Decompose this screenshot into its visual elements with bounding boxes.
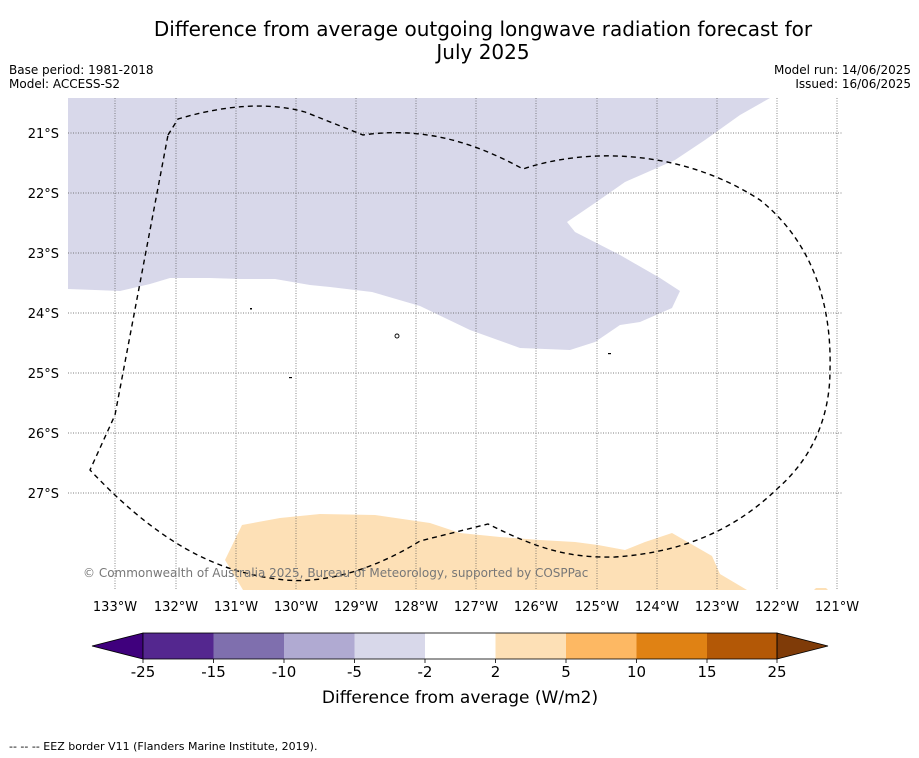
- lon-label: 129°W: [334, 600, 378, 615]
- colorbar-segment: [566, 633, 637, 659]
- model-text: Model: ACCESS-S2: [9, 77, 121, 91]
- lat-label: 26°S: [28, 427, 59, 442]
- colorbar-tick-label: -2: [418, 663, 433, 681]
- page-title: Difference from average outgoing longwav…: [80, 18, 886, 64]
- positive-anomaly-region: [225, 514, 747, 590]
- lon-label: 121°W: [815, 600, 859, 615]
- lon-label: 126°W: [514, 600, 558, 615]
- colorbar-tick-label: 15: [697, 663, 716, 681]
- island-markers: [250, 308, 611, 379]
- colorbar-tick-labels: -25 -15 -10 -5 -2 2 5 10 15 25: [131, 663, 787, 681]
- lat-label: 24°S: [28, 307, 59, 322]
- longitude-gridlines: [114, 98, 838, 590]
- colorbar-segment: [354, 633, 425, 659]
- lon-label: 123°W: [695, 600, 739, 615]
- colorbar-tick-label: -5: [347, 663, 362, 681]
- title-line-1: Difference from average outgoing longwav…: [153, 17, 813, 41]
- latitude-gridlines: [68, 132, 843, 494]
- colorbar-tick-label: 5: [561, 663, 571, 681]
- lon-label: 127°W: [454, 600, 498, 615]
- lon-label: 130°W: [274, 600, 318, 615]
- colorbar: -25 -15 -10 -5 -2 2 5 10 15 25 Differenc…: [91, 632, 829, 708]
- title-line-2: July 2025: [436, 40, 530, 64]
- colorbar-tick-label: -25: [131, 663, 156, 681]
- lat-label: 21°S: [28, 127, 59, 142]
- colorbar-tick-label: -15: [201, 663, 226, 681]
- base-info: Base period: 1981-2018 Model: ACCESS-S2: [9, 63, 154, 91]
- run-info: Model run: 14/06/2025 Issued: 16/06/2025: [774, 63, 911, 91]
- eez-legend-note: -- -- -- EEZ border V11 (Flanders Marine…: [9, 740, 318, 753]
- colorbar-segment: [213, 633, 284, 659]
- lat-label: 25°S: [28, 367, 59, 382]
- colorbar-segment: [143, 633, 214, 659]
- colorbar-title: Difference from average (W/m2): [322, 688, 598, 708]
- base-period-text: Base period: 1981-2018: [9, 63, 154, 77]
- colorbar-border: [142, 632, 778, 660]
- colorbar-segment: [284, 633, 355, 659]
- colorbar-extend-high: [776, 632, 829, 660]
- lon-label: 133°W: [93, 600, 137, 615]
- colorbar-segment: [707, 633, 777, 659]
- colorbar-extend-low: [91, 632, 144, 660]
- colorbar-tick-label: 25: [767, 663, 786, 681]
- positive-anomaly-speck: [814, 588, 828, 590]
- copyright-text: © Commonwealth of Australia 2025, Bureau…: [83, 566, 588, 580]
- map-panel: © Commonwealth of Australia 2025, Bureau…: [68, 98, 843, 590]
- lon-label: 128°W: [394, 600, 438, 615]
- lat-label: 22°S: [28, 187, 59, 202]
- island-ring: [394, 333, 400, 339]
- colorbar-ticks: [142, 659, 778, 663]
- lon-label: 125°W: [575, 600, 619, 615]
- lon-label: 124°W: [635, 600, 679, 615]
- model-run-text: Model run: 14/06/2025: [773, 63, 911, 77]
- negative-anomaly-region: [68, 98, 770, 350]
- lon-label: 131°W: [214, 600, 258, 615]
- longitude-labels: 133°W 132°W 131°W 130°W 129°W 128°W 127°…: [93, 600, 859, 615]
- colorbar-segment: [495, 633, 566, 659]
- lon-label: 132°W: [154, 600, 198, 615]
- issued-text: Issued: 16/06/2025: [795, 77, 911, 91]
- lat-label: 23°S: [28, 247, 59, 262]
- colorbar-tick-label: 10: [627, 663, 646, 681]
- eez-border-line: [89, 105, 831, 582]
- colorbar-segment: [636, 633, 707, 659]
- colorbar-segment: [425, 633, 496, 659]
- colorbar-tick-label: -10: [272, 663, 297, 681]
- latitude-labels: 21°S 22°S 23°S 24°S 25°S 26°S 27°S: [28, 127, 59, 502]
- colorbar-tick-label: 2: [491, 663, 501, 681]
- lon-label: 122°W: [755, 600, 799, 615]
- lat-label: 27°S: [28, 487, 59, 502]
